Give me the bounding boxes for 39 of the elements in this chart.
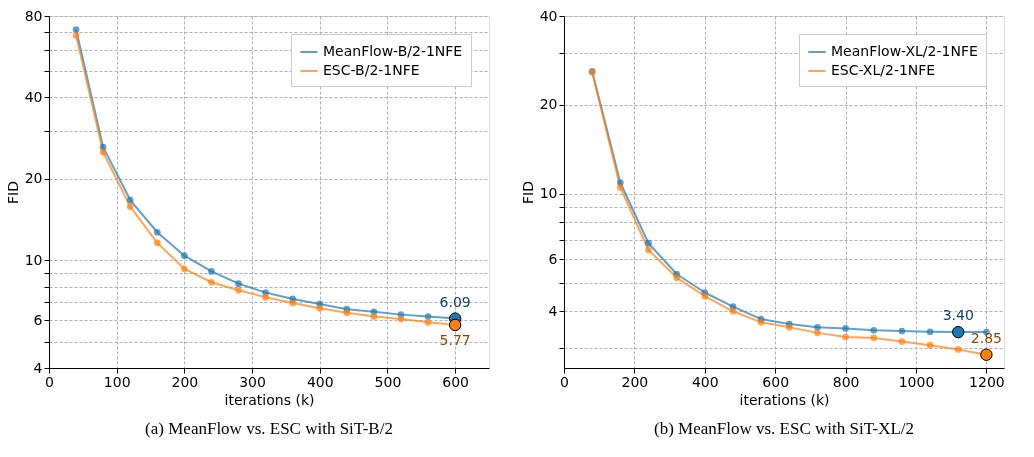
x-tick-label: 400 <box>306 373 334 390</box>
x-tick-label: 600 <box>442 373 470 390</box>
y-tick-label: 4 <box>548 302 558 319</box>
x-axis-title: iterations (k) <box>739 391 830 408</box>
y-tick-label: 10 <box>539 185 558 202</box>
y-tick-label: 10 <box>24 251 43 268</box>
annotation: 3.40 <box>942 307 974 324</box>
y-axis-title: FID <box>4 181 21 204</box>
y-axis-title: FID <box>519 181 536 204</box>
y-tick-label: 20 <box>24 170 43 187</box>
legend-label: ESC-B/2-1NFE <box>323 62 420 78</box>
x-tick-label: 400 <box>691 373 719 390</box>
text: (a) MeanFlow vs. ESC with SiT-B/2 <box>145 419 393 438</box>
y-tick-label: 80 <box>24 7 43 24</box>
x-tick-label: 300 <box>239 373 266 390</box>
legend-label: MeanFlow-XL/2-1NFE <box>831 43 978 59</box>
x-tick-label: 200 <box>171 373 199 390</box>
x-tick-label: 100 <box>103 373 131 390</box>
y-tick-label: 6 <box>548 250 558 267</box>
legend-label: ESC-XL/2-1NFE <box>831 62 936 78</box>
x-tick-label: 500 <box>374 373 402 390</box>
y-tick-label: 20 <box>539 96 558 113</box>
annotation: 5.77 <box>439 331 471 348</box>
annotation: 2.85 <box>970 329 1002 346</box>
x-tick-label: 1000 <box>898 373 935 390</box>
legend-label: MeanFlow-B/2-1NFE <box>323 43 463 59</box>
y-tick-label: 40 <box>24 88 43 105</box>
x-tick-label: 600 <box>762 373 790 390</box>
annotation: 6.09 <box>439 293 471 310</box>
x-tick-label: 1200 <box>969 373 1005 390</box>
x-tick-label: 800 <box>832 373 860 390</box>
x-axis-title: iterations (k) <box>224 391 315 408</box>
text: (b) MeanFlow vs. ESC with SiT-XL/2 <box>653 419 915 438</box>
y-tick-label: 4 <box>33 359 43 376</box>
x-tick-label: 0 <box>45 373 54 390</box>
x-tick-label: 200 <box>621 373 649 390</box>
x-tick-label: 0 <box>560 373 569 390</box>
y-tick-label: 40 <box>539 7 558 24</box>
y-tick-label: 6 <box>33 311 43 328</box>
